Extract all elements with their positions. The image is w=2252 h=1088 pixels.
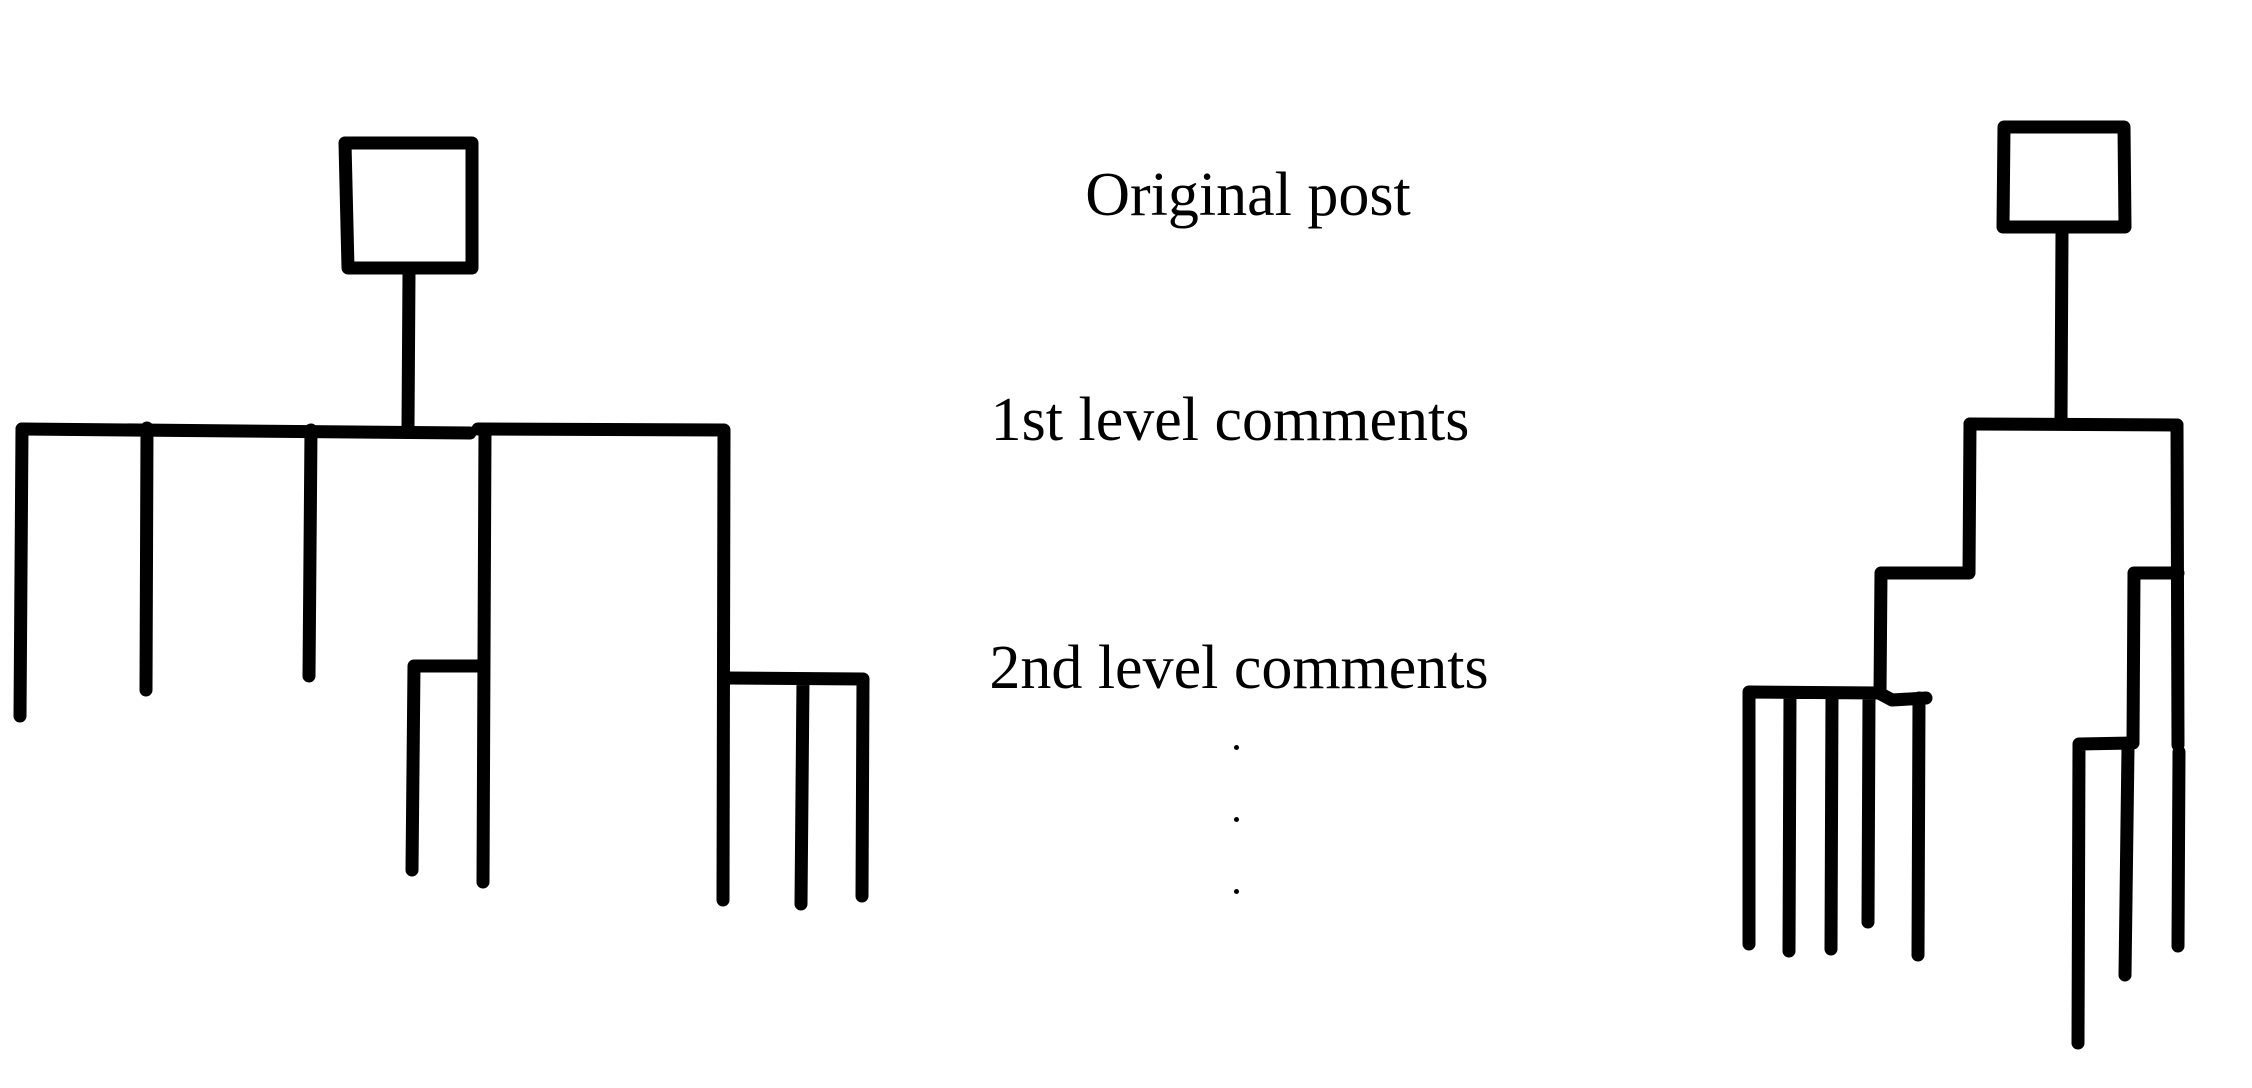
right-first-level-bar	[1963, 417, 2184, 432]
right-branch-left-leaves	[1742, 685, 1933, 962]
left-wide-thread-tree	[13, 136, 870, 911]
left-reply-2	[139, 421, 154, 697]
left-reply-5-second-level	[720, 671, 870, 911]
right-branch-left-step	[1873, 417, 1977, 700]
left-reply-4-with-children	[476, 423, 492, 889]
ellipsis-dot-3	[1234, 889, 1239, 894]
right-deep-thread-tree	[1742, 120, 2186, 1050]
left-reply-4-second-level	[405, 659, 490, 877]
left-first-level-bar	[15, 422, 730, 440]
left-reply-3	[302, 423, 318, 683]
left-reply-1	[13, 422, 29, 723]
left-original-post-box	[338, 136, 479, 275]
right-root-connector	[2054, 225, 2069, 427]
right-original-post-box	[1996, 120, 2132, 234]
original-post-label: Original post	[1085, 161, 1411, 229]
left-reply-5-with-children	[716, 423, 731, 907]
ellipsis-dot-2	[1234, 817, 1239, 822]
second-level-comments-label: 2nd level comments	[989, 634, 1489, 702]
right-branch-right-deep	[2071, 418, 2186, 1050]
ellipsis-dot-1	[1234, 745, 1239, 750]
first-level-comments-label: 1st level comments	[990, 386, 1470, 454]
left-root-connector	[401, 265, 416, 434]
